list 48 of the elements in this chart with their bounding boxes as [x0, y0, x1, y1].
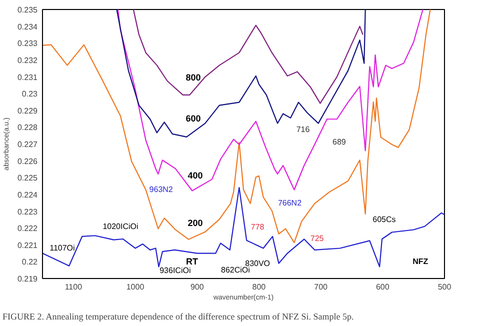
y-tick-label: 0.219 [17, 274, 38, 284]
y-tick-label: 0.232 [17, 56, 38, 65]
series-label: 400 [188, 170, 203, 180]
series-label: 600 [186, 114, 201, 124]
y-tick-label: 0.223 [17, 207, 38, 216]
caption: FIGURE 2. Annealing temperature dependence of the difference spectrum of NFZ Si. Sample 5p. [2, 312, 354, 322]
line-series [116, 10, 366, 138]
y-tick-label: 0.224 [17, 190, 38, 200]
y-tick-label: 0.221 [17, 240, 38, 250]
annotation: 963N2 [149, 185, 174, 194]
y-tick-label: 0.227 [17, 140, 38, 149]
y-tick-label: 0.22 [22, 258, 38, 267]
annotation: 778 [250, 222, 265, 232]
y-tick-label: 0.226 [17, 156, 38, 166]
line-series [42, 186, 444, 268]
line-series [117, 10, 424, 192]
y-tick-label: 0.231 [17, 72, 38, 82]
y-tick-label: 0.233 [17, 39, 38, 48]
annotation: 725 [310, 234, 324, 244]
series-label: RT [186, 256, 199, 267]
y-tick-label: 0.222 [17, 224, 38, 234]
line-series [132, 10, 364, 104]
x-tick-label: 500 [438, 282, 452, 292]
y-tick-label: 0.235 [17, 6, 38, 14]
x-tick-label: 800 [252, 282, 266, 292]
x-tick-label: 1000 [126, 282, 145, 292]
annotation: 766N2 [278, 198, 302, 208]
x-tick-label: 1100 [64, 282, 83, 292]
series-label: 800 [186, 72, 201, 82]
annotation: 862CiOi [221, 266, 250, 275]
x-tick-label: 700 [314, 282, 328, 292]
annotation: 1107Oi [50, 244, 76, 253]
y-tick-label: 0.23 [22, 90, 38, 99]
annotation: 830VO [245, 258, 270, 268]
y-tick-label: 0.225 [17, 174, 38, 183]
x-tick-label: 900 [190, 282, 204, 292]
annotation: 716 [296, 124, 310, 134]
annotation: 1020ICiOi [102, 222, 138, 231]
annotation: 689 [332, 137, 346, 146]
line-series [42, 10, 431, 244]
x-tick-label: 600 [376, 282, 390, 292]
y-tick-label: 0.228 [17, 123, 38, 132]
annotation: 605Cs [372, 214, 396, 224]
y-tick-label: 0.229 [17, 106, 38, 116]
annotation: NFZ [412, 257, 428, 266]
annotation: 936ICiOi [160, 266, 191, 275]
y-tick-label: 0.234 [17, 22, 38, 32]
series-label: 200 [188, 218, 203, 228]
